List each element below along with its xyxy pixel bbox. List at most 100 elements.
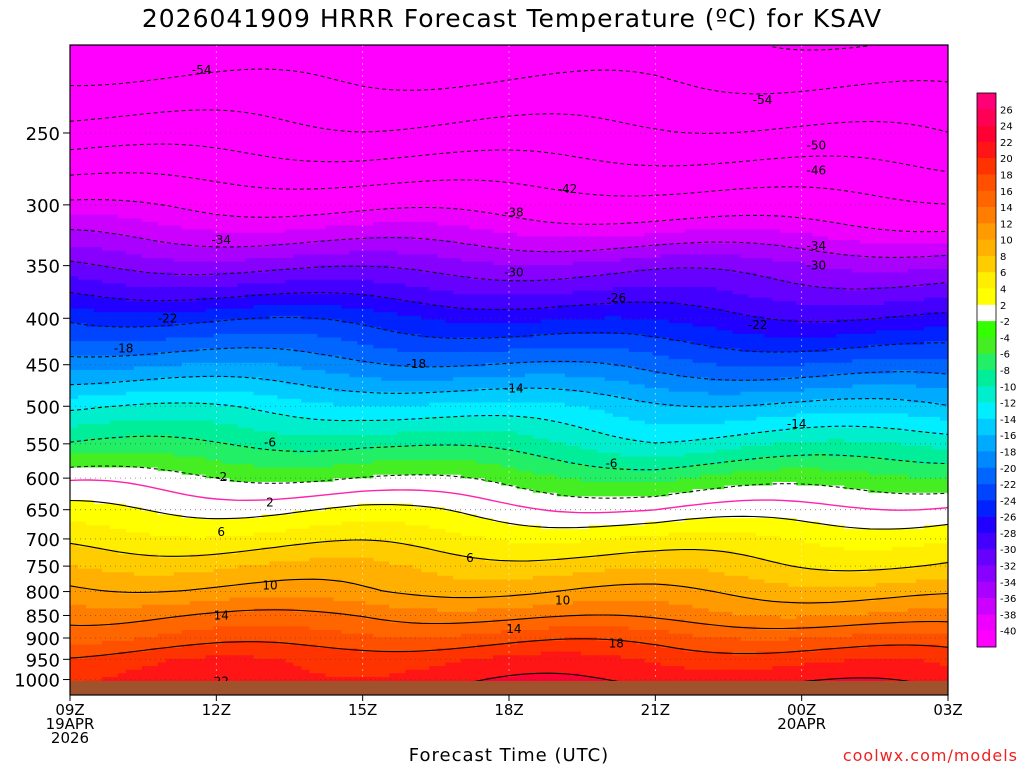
temperature-cell <box>493 416 502 432</box>
temperature-cell <box>325 420 334 436</box>
temperature-cell <box>309 254 319 270</box>
temperature-cell <box>117 420 127 440</box>
temperature-cell <box>652 481 662 497</box>
isotherm-line <box>70 578 948 604</box>
temperature-cell <box>301 305 311 321</box>
temperature-cell <box>612 481 622 497</box>
temperature-cell <box>844 45 853 227</box>
temperature-cell <box>253 333 263 349</box>
temperature-cell <box>413 240 422 256</box>
temperature-cell <box>924 243 933 259</box>
temperature-cell <box>221 601 231 613</box>
temperature-cell <box>93 453 103 469</box>
temperature-cell <box>628 481 638 497</box>
temperature-cell <box>269 481 279 516</box>
temperature-cell <box>485 561 494 581</box>
temperature-cell <box>173 207 183 227</box>
temperature-cell <box>556 333 566 349</box>
temperature-cell <box>125 640 135 653</box>
temperature-cell <box>165 337 175 353</box>
temperature-cell <box>884 258 893 274</box>
temperature-cell <box>820 398 829 414</box>
temperature-cell <box>397 391 406 407</box>
temperature-cell <box>109 312 119 328</box>
temperature-cell <box>652 471 662 483</box>
temperature-cell <box>540 308 550 321</box>
temperature-cell <box>293 611 303 627</box>
temperature-cell <box>716 669 726 689</box>
temperature-cell <box>181 474 191 519</box>
temperature-cell <box>940 435 948 451</box>
temperature-cell <box>173 261 183 277</box>
temperature-cell <box>229 597 239 613</box>
temperature-cell <box>125 507 135 534</box>
temperature-cell <box>173 633 183 649</box>
temperature-cell <box>564 626 574 638</box>
temperature-cell <box>389 503 398 523</box>
temperature-cell <box>660 583 670 602</box>
temperature-cell <box>341 373 350 393</box>
temperature-cell <box>237 319 247 335</box>
temperature-cell <box>692 489 702 519</box>
temperature-cell <box>628 221 638 237</box>
temperature-cell <box>724 406 734 422</box>
temperature-cell <box>429 207 438 223</box>
temperature-cell <box>644 496 654 523</box>
temperature-cell <box>253 409 263 432</box>
temperature-cell <box>405 333 414 353</box>
temperature-cell <box>764 471 773 487</box>
temperature-cell <box>261 218 271 234</box>
temperature-cell <box>453 402 462 418</box>
temperature-cell <box>644 583 654 602</box>
temperature-cell <box>501 45 510 216</box>
temperature-cell <box>229 568 239 588</box>
temperature-cell <box>820 568 829 588</box>
temperature-cell <box>844 225 853 241</box>
temperature-cell <box>357 615 366 635</box>
temperature-cell <box>636 601 646 617</box>
temperature-cell <box>365 503 374 523</box>
temperature-cell <box>133 391 143 407</box>
temperature-cell <box>764 258 773 277</box>
temperature-cell <box>636 236 646 248</box>
temperature-cell <box>93 355 103 371</box>
temperature-cell <box>253 449 263 469</box>
temperature-cell <box>844 254 853 270</box>
temperature-cell <box>245 445 255 465</box>
temperature-cell <box>860 243 869 259</box>
temperature-cell <box>700 518 710 534</box>
temperature-cell <box>572 319 582 335</box>
contour-label: -22 <box>748 318 768 332</box>
temperature-cell <box>604 413 614 436</box>
temperature-cell <box>716 406 726 425</box>
temperature-cell <box>716 611 726 627</box>
temperature-cell <box>149 326 159 342</box>
colorbar-label: -34 <box>1000 578 1016 589</box>
temperature-cell <box>181 557 191 573</box>
temperature-cell <box>748 351 758 367</box>
temperature-cell <box>285 229 295 245</box>
temperature-cell <box>357 279 366 295</box>
temperature-cell <box>820 305 829 324</box>
temperature-cell <box>900 243 909 259</box>
temperature-cell <box>373 474 382 505</box>
temperature-cell <box>636 286 646 302</box>
temperature-cell <box>197 601 207 617</box>
y-tick-label: 450 <box>26 356 60 377</box>
temperature-cell <box>940 561 948 581</box>
temperature-cell <box>788 391 797 404</box>
temperature-cell <box>501 539 510 562</box>
temperature-cell <box>373 420 382 436</box>
temperature-cell <box>317 420 327 436</box>
temperature-cell <box>205 45 215 216</box>
temperature-cell <box>109 214 119 234</box>
temperature-cell <box>165 312 175 328</box>
temperature-cell <box>70 276 79 295</box>
credit-link[interactable]: coolwx.com/models <box>842 746 1018 765</box>
temperature-cell <box>341 254 350 266</box>
temperature-cell <box>349 449 358 465</box>
temperature-cell <box>588 557 598 573</box>
temperature-cell <box>572 601 582 617</box>
temperature-cell <box>221 391 231 407</box>
temperature-cell <box>245 348 255 364</box>
